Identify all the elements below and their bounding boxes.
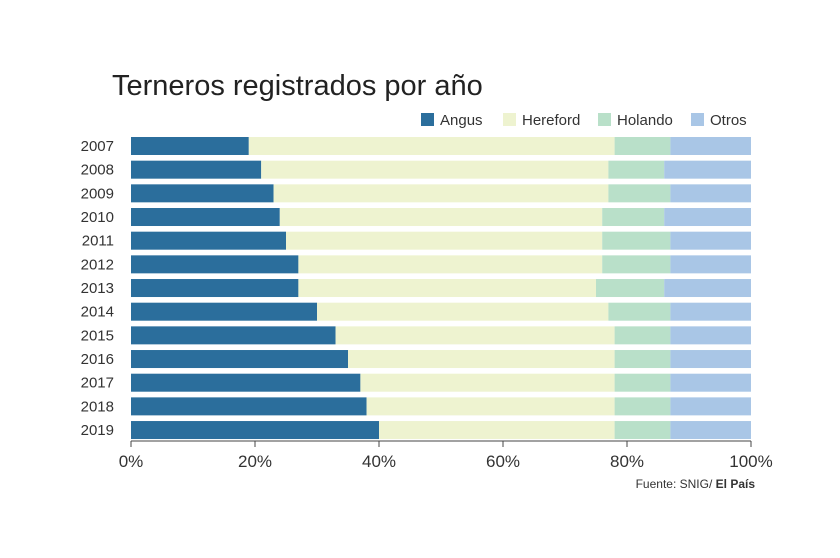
chart-title: Terneros registrados por año <box>112 70 483 102</box>
y-label-2008: 2008 <box>81 162 114 179</box>
bar-angus-2007 <box>131 137 249 155</box>
bar-angus-2010 <box>131 208 280 227</box>
bar-hereford-2019 <box>379 421 615 440</box>
bar-holando-2008 <box>608 160 665 179</box>
x-axis-ticks: 0% 20% 40% 60% 80% 100% <box>119 441 773 471</box>
legend-label-otros: Otros <box>710 112 747 129</box>
source-outlet: El País <box>716 477 756 491</box>
x-tick-label-5: 100% <box>729 452 772 471</box>
bar-holando-2018 <box>614 397 671 416</box>
bar-hereford-2013 <box>298 279 596 298</box>
bar-holando-2013 <box>596 279 665 298</box>
legend-swatch-otros <box>691 113 704 126</box>
bar-otros-2019 <box>670 421 751 440</box>
bar-angus-2008 <box>131 160 262 179</box>
bar-hereford-2007 <box>248 137 615 155</box>
source-label: Fuente: SNIG/ <box>636 477 713 491</box>
x-tick-label-1: 20% <box>238 452 272 471</box>
legend: Angus Hereford Holando Otros <box>421 112 747 129</box>
legend-swatch-angus <box>421 113 434 126</box>
bar-otros-2007 <box>670 137 751 155</box>
bar-holando-2007 <box>614 137 671 155</box>
bar-hereford-2015 <box>335 326 615 345</box>
bar-angus-2015 <box>131 326 336 345</box>
bar-otros-2013 <box>664 279 751 298</box>
bar-hereford-2011 <box>286 231 603 250</box>
legend-label-holando: Holando <box>617 112 673 129</box>
y-label-2014: 2014 <box>81 304 114 321</box>
bar-angus-2019 <box>131 421 379 440</box>
legend-swatch-holando <box>598 113 611 126</box>
legend-swatch-hereford <box>503 113 516 126</box>
bar-otros-2014 <box>670 302 751 321</box>
bar-hereford-2014 <box>317 302 609 321</box>
bar-otros-2008 <box>664 160 751 179</box>
y-label-2013: 2013 <box>81 280 114 297</box>
y-label-2007: 2007 <box>81 138 114 155</box>
bar-hereford-2017 <box>360 373 615 392</box>
x-tick-label-3: 60% <box>486 452 520 471</box>
bar-holando-2015 <box>614 326 671 345</box>
bar-hereford-2008 <box>261 160 609 179</box>
y-label-2016: 2016 <box>81 351 114 368</box>
y-label-2012: 2012 <box>81 256 114 273</box>
y-label-2009: 2009 <box>81 185 114 202</box>
y-label-2017: 2017 <box>81 375 114 392</box>
bar-hereford-2012 <box>298 255 603 274</box>
bar-angus-2013 <box>131 279 299 298</box>
y-label-2011: 2011 <box>82 233 114 250</box>
x-tick-label-4: 80% <box>610 452 644 471</box>
bar-angus-2012 <box>131 255 299 274</box>
bar-angus-2009 <box>131 184 274 203</box>
bar-holando-2010 <box>602 208 665 227</box>
bar-hereford-2010 <box>279 208 603 227</box>
y-label-2019: 2019 <box>81 422 114 439</box>
legend-label-hereford: Hereford <box>522 112 580 129</box>
x-tick-label-0: 0% <box>119 452 144 471</box>
bar-angus-2011 <box>131 231 286 250</box>
bar-otros-2012 <box>670 255 751 274</box>
bar-hereford-2016 <box>348 350 615 369</box>
bar-angus-2016 <box>131 350 348 369</box>
bar-angus-2018 <box>131 397 367 416</box>
bar-holando-2019 <box>614 421 671 440</box>
y-label-2015: 2015 <box>81 327 114 344</box>
bar-holando-2012 <box>602 255 671 274</box>
bar-otros-2018 <box>670 397 751 416</box>
bar-otros-2010 <box>664 208 751 227</box>
legend-label-angus: Angus <box>440 112 483 129</box>
bar-hereford-2009 <box>273 184 609 203</box>
y-label-2010: 2010 <box>81 209 114 226</box>
x-tick-label-2: 40% <box>362 452 396 471</box>
bar-holando-2011 <box>602 231 671 250</box>
y-label-2018: 2018 <box>81 398 114 415</box>
bar-holando-2009 <box>608 184 671 203</box>
bars <box>131 137 751 440</box>
bar-holando-2014 <box>608 302 671 321</box>
bar-angus-2014 <box>131 302 317 321</box>
bar-holando-2017 <box>614 373 671 392</box>
bar-otros-2017 <box>670 373 751 392</box>
bar-otros-2009 <box>670 184 751 203</box>
bar-holando-2016 <box>614 350 671 369</box>
bar-otros-2016 <box>670 350 751 369</box>
y-axis-labels: 2007 2008 2009 2010 2011 2012 2013 2014 2015 2016… <box>81 138 114 439</box>
bar-hereford-2018 <box>366 397 615 416</box>
bar-angus-2017 <box>131 373 361 392</box>
bar-otros-2011 <box>670 231 751 250</box>
source-note: Fuente: SNIG/ El País <box>636 477 756 491</box>
bar-otros-2015 <box>670 326 751 345</box>
